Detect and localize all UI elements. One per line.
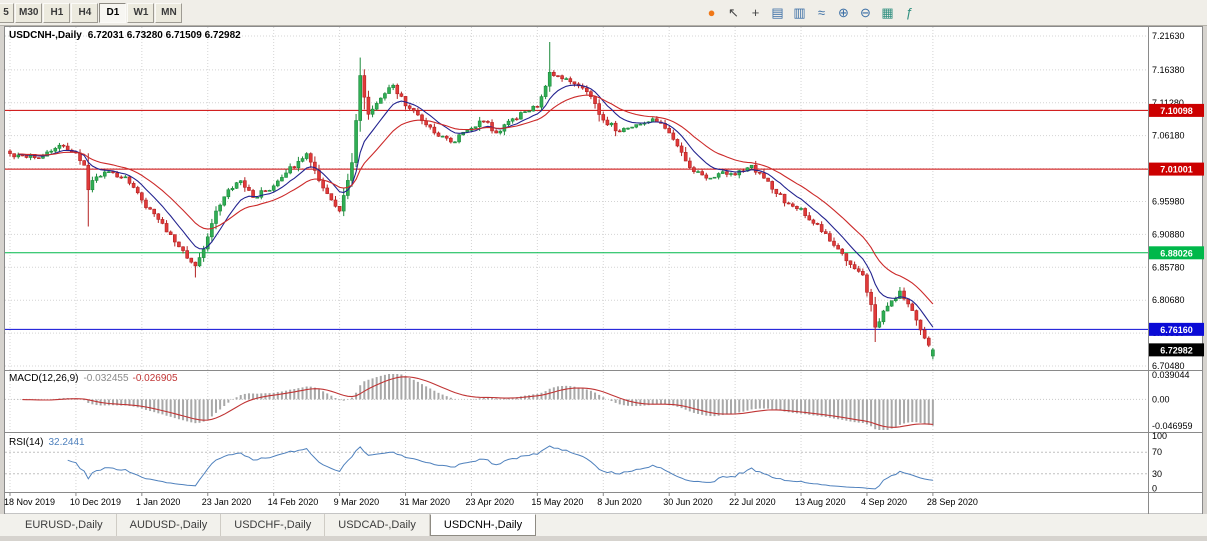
svg-text:28 Sep 2020: 28 Sep 2020 bbox=[927, 497, 978, 507]
svg-text:6.95980: 6.95980 bbox=[1152, 196, 1185, 206]
svg-text:0: 0 bbox=[1152, 484, 1157, 494]
cursor-icon[interactable]: ↖ bbox=[728, 5, 739, 20]
tab-usdcnh-daily[interactable]: USDCNH-,Daily bbox=[429, 514, 537, 536]
svg-text:-0.046959: -0.046959 bbox=[1152, 421, 1193, 431]
svg-text:100: 100 bbox=[1152, 431, 1167, 441]
svg-text:6.72982: 6.72982 bbox=[1160, 345, 1193, 355]
timeframe-button-5[interactable]: 5 bbox=[0, 2, 14, 23]
toolbar: 5 M30 H1 H4 D1 W1 MN bbox=[0, 0, 1207, 26]
svg-text:31 Mar 2020: 31 Mar 2020 bbox=[400, 497, 451, 507]
svg-text:6.70480: 6.70480 bbox=[1152, 361, 1185, 371]
timeframe-button-mn[interactable]: MN bbox=[155, 2, 183, 23]
tile-windows-icon[interactable]: ▦ bbox=[881, 5, 894, 20]
svg-text:23 Jan 2020: 23 Jan 2020 bbox=[202, 497, 252, 507]
svg-text:14 Feb 2020: 14 Feb 2020 bbox=[268, 497, 319, 507]
timeframe-button-h1[interactable]: H1 bbox=[43, 2, 71, 23]
tab-audusd-daily[interactable]: AUDUSD-,Daily bbox=[117, 514, 222, 536]
svg-text:7.21630: 7.21630 bbox=[1152, 31, 1185, 41]
svg-text:15 May 2020: 15 May 2020 bbox=[531, 497, 583, 507]
price-level-lines bbox=[5, 109, 1148, 330]
svg-text:7.06180: 7.06180 bbox=[1152, 131, 1185, 141]
svg-text:18 Nov 2019: 18 Nov 2019 bbox=[4, 497, 55, 507]
moving-averages-layer bbox=[18, 84, 934, 328]
svg-text:6.90880: 6.90880 bbox=[1152, 229, 1185, 239]
tab-usdchf-daily[interactable]: USDCHF-,Daily bbox=[221, 514, 326, 536]
svg-text:9 Mar 2020: 9 Mar 2020 bbox=[334, 497, 380, 507]
timeframe-buttons: 5 M30 H1 H4 D1 W1 MN bbox=[0, 0, 183, 25]
axis-labels: 7.216307.163807.112807.061807.010806.959… bbox=[4, 31, 1193, 507]
crosshair-icon[interactable]: + bbox=[751, 5, 760, 20]
svg-text:6.88026: 6.88026 bbox=[1160, 248, 1193, 258]
zoom-in-icon[interactable]: ⊕ bbox=[838, 5, 849, 20]
svg-text:70: 70 bbox=[1152, 447, 1162, 457]
symbol-label: USDCNH-,Daily bbox=[9, 30, 82, 41]
timeframe-button-h4[interactable]: H4 bbox=[71, 2, 99, 23]
tab-usdcad-daily[interactable]: USDCAD-,Daily bbox=[325, 514, 430, 536]
chart-title: USDCNH-,Daily 6.72031 6.73280 6.71509 6.7… bbox=[9, 30, 241, 41]
svg-text:4 Sep 2020: 4 Sep 2020 bbox=[861, 497, 907, 507]
macd-signal-value: -0.026905 bbox=[132, 373, 178, 384]
svg-text:30: 30 bbox=[1152, 469, 1162, 479]
svg-text:22 Jul 2020: 22 Jul 2020 bbox=[729, 497, 776, 507]
timeframe-button-m30[interactable]: M30 bbox=[15, 2, 43, 23]
zoom-out-icon[interactable]: ⊖ bbox=[860, 5, 871, 20]
rsi-label: RSI(14) 32.2441 bbox=[9, 437, 85, 448]
indicators-icon[interactable]: ƒ bbox=[905, 5, 914, 20]
svg-text:8 Jun 2020: 8 Jun 2020 bbox=[597, 497, 642, 507]
svg-text:23 Apr 2020: 23 Apr 2020 bbox=[465, 497, 514, 507]
svg-text:13 Aug 2020: 13 Aug 2020 bbox=[795, 497, 846, 507]
svg-text:7.11280: 7.11280 bbox=[1152, 98, 1184, 108]
svg-text:1 Jan 2020: 1 Jan 2020 bbox=[136, 497, 181, 507]
svg-text:0.039044: 0.039044 bbox=[1152, 370, 1190, 380]
price-badges: 7.10098 7.01001 6.88026 6.76160 6.72982 bbox=[1149, 103, 1204, 357]
timeframe-button-d1[interactable]: D1 bbox=[99, 2, 127, 23]
macd-name: MACD(12,26,9) bbox=[9, 373, 79, 384]
status-bar bbox=[0, 536, 1207, 541]
ohlc-values: 6.72031 6.73280 6.71509 6.72982 bbox=[87, 30, 241, 41]
macd-main-value: -0.032455 bbox=[83, 373, 129, 384]
rsi-layer bbox=[5, 445, 1148, 490]
chart-tabs: EURUSD-,Daily AUDUSD-,Daily USDCHF-,Daily U… bbox=[0, 514, 1207, 536]
timeframe-button-w1[interactable]: W1 bbox=[127, 2, 155, 23]
candles-layer bbox=[8, 42, 935, 360]
svg-text:30 Jun 2020: 30 Jun 2020 bbox=[663, 497, 713, 507]
svg-text:0.00: 0.00 bbox=[1152, 394, 1170, 404]
line-chart-icon[interactable]: ≈ bbox=[817, 5, 826, 20]
svg-text:6.85780: 6.85780 bbox=[1152, 262, 1185, 272]
toolbar-icons: ● ↖ + ▤ ▥ ≈ ⊕ ⊖ ▦ ƒ bbox=[703, 4, 918, 21]
svg-text:6.80680: 6.80680 bbox=[1152, 295, 1185, 305]
macd-layer bbox=[5, 374, 1148, 430]
rsi-value: 32.2441 bbox=[48, 437, 85, 448]
svg-text:7.10098: 7.10098 bbox=[1160, 106, 1193, 116]
svg-text:6.76160: 6.76160 bbox=[1160, 325, 1193, 335]
svg-text:10 Dec 2019: 10 Dec 2019 bbox=[70, 497, 121, 507]
bar-chart-icon[interactable]: ▤ bbox=[771, 5, 784, 20]
svg-text:7.01001: 7.01001 bbox=[1160, 165, 1193, 175]
macd-label: MACD(12,26,9) -0.032455 -0.026905 bbox=[9, 373, 178, 384]
tab-eurusd-daily[interactable]: EURUSD-,Daily bbox=[12, 514, 117, 536]
candlestick-chart-icon[interactable]: ▥ bbox=[793, 5, 806, 20]
rsi-name: RSI(14) bbox=[9, 437, 44, 448]
new-order-icon[interactable]: ● bbox=[707, 5, 716, 20]
svg-text:7.16380: 7.16380 bbox=[1152, 65, 1185, 75]
